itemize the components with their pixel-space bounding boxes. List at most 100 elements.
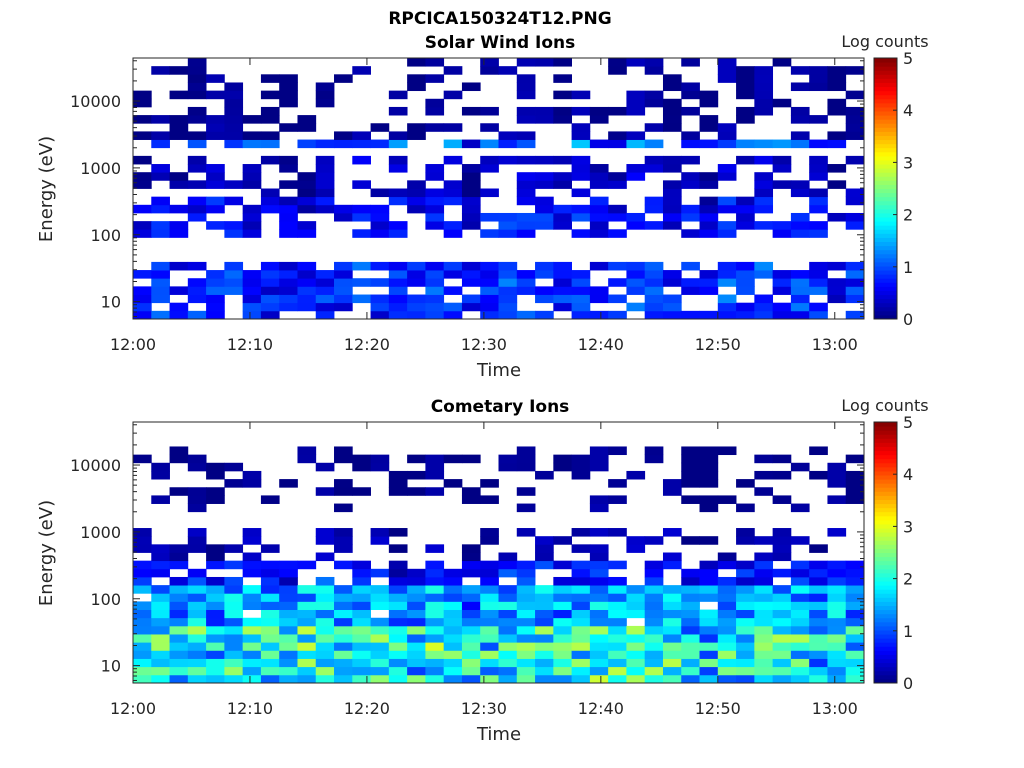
spectrogram-cell (461, 172, 481, 181)
spectrogram-cell (571, 470, 591, 480)
spectrogram-cell (772, 98, 792, 108)
spectrogram-cell (352, 294, 371, 304)
spectrogram-cell (736, 503, 755, 513)
spectrogram-cell (187, 593, 207, 602)
spectrogram-cell (224, 98, 244, 108)
colorbar-segment (874, 180, 897, 185)
spectrogram-cell (388, 302, 408, 312)
spectrogram-cell (151, 294, 170, 304)
spectrogram-cell (717, 294, 737, 304)
colorbar-segment (874, 261, 897, 267)
spectrogram-cell (845, 270, 865, 279)
spectrogram-cell (388, 609, 408, 619)
spectrogram-cell (206, 270, 225, 279)
spectrogram-cell (315, 487, 335, 496)
spectrogram-cell (681, 82, 700, 92)
spectrogram-cell (206, 74, 225, 83)
spectrogram-cell (699, 454, 719, 464)
spectrogram-cell (516, 650, 536, 659)
spectrogram-cell (187, 115, 207, 124)
spectrogram-cell (681, 495, 700, 504)
spectrogram-cell (662, 310, 682, 320)
spectrogram-cell (535, 261, 554, 271)
spectrogram-cell (388, 650, 408, 659)
spectrogram-cell (608, 609, 627, 619)
spectrogram-cell (845, 131, 865, 140)
spectrogram-cell (388, 164, 408, 173)
spectrogram-cell (717, 278, 737, 287)
spectrogram-cell (717, 58, 737, 67)
spectrogram-cell (133, 204, 152, 214)
spectrogram-cell (480, 568, 499, 578)
spectrogram-cell (151, 139, 170, 149)
spectrogram-cell (260, 115, 280, 124)
spectrogram-cell (425, 172, 445, 181)
spectrogram-cell (516, 658, 536, 668)
spectrogram-cell (315, 674, 335, 684)
spectrogram-cell (644, 98, 664, 108)
spectrogram-cell (717, 66, 737, 75)
spectrogram-cell (644, 164, 664, 173)
spectrogram-cell (589, 229, 609, 238)
spectrogram-cell (206, 164, 225, 173)
spectrogram-cell (845, 585, 865, 594)
colorbar-segment (874, 470, 897, 476)
spectrogram-cell (425, 658, 445, 668)
spectrogram-cell (133, 658, 152, 668)
spectrogram-cell (370, 221, 390, 230)
spectrogram-cell (279, 302, 298, 312)
spectrogram-cell (516, 503, 536, 513)
spectrogram-cell (809, 139, 828, 149)
colorbar-segment (874, 585, 897, 590)
spectrogram-cell (187, 106, 207, 116)
spectrogram-cell (790, 188, 810, 198)
spectrogram-cell (206, 666, 225, 676)
spectrogram-cell (571, 106, 591, 116)
spectrogram-cell (699, 650, 719, 659)
spectrogram-cell (480, 286, 499, 295)
spectrogram-cell (790, 302, 810, 312)
spectrogram-cell (425, 576, 445, 586)
spectrogram-cell (169, 609, 189, 619)
colorbar-segment (874, 172, 897, 177)
spectrogram-cell (772, 229, 792, 238)
spectrogram-cell (809, 617, 828, 627)
spectrogram-cell (407, 261, 426, 271)
spectrogram-cell (553, 560, 572, 570)
spectrogram-cell (370, 123, 390, 132)
spectrogram-cell (662, 528, 682, 537)
colorbar-segment (874, 282, 897, 287)
spectrogram-cell (681, 658, 700, 668)
colorbar-segment (874, 658, 897, 664)
spectrogram-cell (589, 642, 609, 651)
colorbar-segment (874, 564, 897, 570)
spectrogram-cell (133, 98, 152, 108)
spectrogram-cell (516, 82, 536, 92)
spectrogram-cell (845, 609, 865, 619)
spectrogram-cell (279, 196, 298, 206)
spectrogram-cell (133, 155, 152, 165)
colorbar-segment (874, 650, 897, 655)
spectrogram-cell (571, 188, 591, 198)
colorbar-segment (874, 479, 897, 484)
spectrogram-cell (790, 617, 810, 627)
spectrogram-cell (681, 131, 700, 140)
spectrogram-cell (334, 560, 353, 570)
spectrogram-cell (589, 568, 609, 578)
spectrogram-cell (334, 74, 353, 83)
spectrogram-cell (662, 270, 682, 279)
spectrogram-cell (809, 74, 828, 83)
spectrogram-cell (626, 90, 646, 100)
spectrogram-cell (589, 544, 609, 553)
spectrogram-cell (461, 544, 481, 553)
spectrogram-cell (535, 609, 554, 619)
spectrogram-cell (736, 528, 755, 537)
colorbar-segment (874, 625, 897, 631)
colorbar-segment (874, 196, 897, 202)
spectrogram-cell (681, 90, 700, 100)
spectrogram-cell (681, 634, 700, 643)
spectrogram-cell (443, 454, 463, 464)
spectrogram-cell (352, 131, 371, 140)
spectrogram-cell (516, 487, 536, 496)
spectrogram-cell (334, 487, 353, 496)
